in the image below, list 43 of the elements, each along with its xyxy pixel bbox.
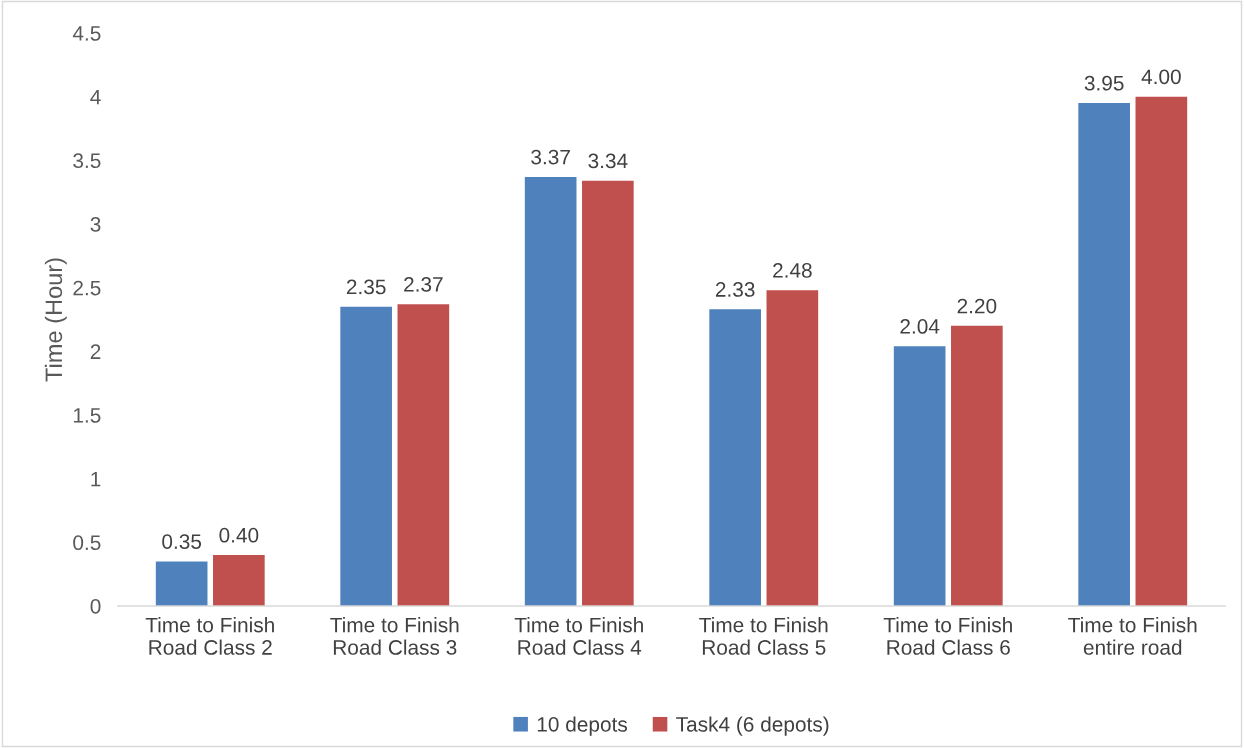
data-label: 3.95 xyxy=(1084,75,1124,91)
data-label: 3.37 xyxy=(531,149,570,165)
bar xyxy=(155,561,208,606)
x-tick-label: Time to Finish Road Class 5 xyxy=(699,617,828,655)
bar xyxy=(951,325,1003,606)
data-label: 2.35 xyxy=(346,279,386,295)
x-tick-label: Time to Finish Road Class 4 xyxy=(514,617,643,655)
data-label: 2.48 xyxy=(773,263,812,278)
data-label: 0.35 xyxy=(162,534,202,549)
y-tick-label: 4.5 xyxy=(72,26,101,41)
y-tick-label: 2 xyxy=(90,344,101,359)
bar xyxy=(709,309,761,606)
y-tick-label: 1 xyxy=(91,471,101,487)
bar xyxy=(1078,103,1130,606)
y-axis-title: Time (Hour) xyxy=(44,258,67,382)
y-tick-label: 3 xyxy=(90,217,101,232)
x-tick-label: Time to Finish Road Class 2 xyxy=(145,617,274,655)
legend-label: Task4 (6 depots) xyxy=(676,716,829,736)
bar xyxy=(893,346,946,606)
y-tick-label: 0 xyxy=(90,599,101,614)
bar xyxy=(397,304,450,606)
x-tick-label: Time to Finish entire road xyxy=(1068,617,1197,655)
y-tick-label: 3.5 xyxy=(73,153,101,169)
x-tick-label: Time to Finish Road Class 6 xyxy=(883,617,1012,655)
bar xyxy=(213,555,265,606)
bar xyxy=(340,306,392,606)
y-tick-label: 1.5 xyxy=(73,408,101,423)
bar xyxy=(582,180,634,606)
data-label: 0.40 xyxy=(219,527,259,543)
bar xyxy=(524,176,577,606)
data-label: 3.34 xyxy=(588,153,628,169)
y-tick-label: 4 xyxy=(90,89,101,105)
y-tick-label: 2.5 xyxy=(73,280,101,296)
bar xyxy=(1135,96,1188,606)
x-tick-label: Time to Finish Road Class 3 xyxy=(330,617,459,655)
data-label: 2.37 xyxy=(404,277,443,292)
data-label: 2.20 xyxy=(957,298,997,314)
legend-label: 10 depots xyxy=(537,716,628,736)
data-label: 4.00 xyxy=(1141,69,1181,85)
data-label: 2.33 xyxy=(715,282,755,297)
bar xyxy=(766,290,819,606)
data-label: 2.04 xyxy=(900,319,940,334)
y-tick-label: 0.5 xyxy=(73,535,101,551)
